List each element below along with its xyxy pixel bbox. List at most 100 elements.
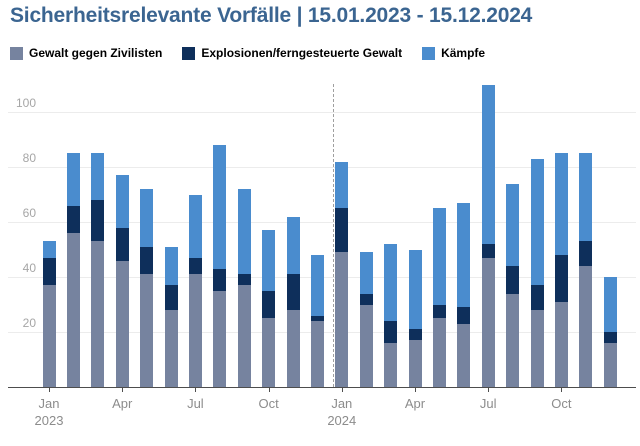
bar-segment-explosionen	[408, 329, 422, 341]
bar-segment-zivilisten	[140, 274, 154, 387]
bar-segment-explosionen	[91, 200, 105, 242]
bar-segment-explosionen	[481, 244, 495, 258]
bar-segment-explosionen	[554, 255, 568, 302]
bar-segment-explosionen	[359, 293, 373, 305]
bar-mar-2024	[384, 0, 398, 387]
x-axis-label-apr: Apr	[404, 396, 426, 411]
bar-segment-explosionen	[188, 257, 202, 275]
bar-jan-2024	[335, 0, 349, 387]
bar-segment-zivilisten	[286, 310, 300, 387]
x-axis-tick	[195, 388, 197, 392]
bar-segment-zivilisten	[603, 343, 617, 387]
bar-segment-kaempfe	[335, 161, 349, 209]
x-axis-tick	[122, 388, 124, 392]
bar-segment-kaempfe	[42, 241, 56, 258]
bar-sep-2024	[530, 0, 544, 387]
bar-segment-explosionen	[506, 266, 520, 294]
bar-segment-zivilisten	[457, 323, 471, 387]
bar-segment-kaempfe	[286, 216, 300, 275]
gridline-100	[8, 112, 636, 113]
bar-segment-zivilisten	[530, 310, 544, 387]
bar-jul-2023	[188, 0, 202, 387]
bar-jun-2023	[164, 0, 178, 387]
bar-segment-kaempfe	[237, 189, 251, 275]
bar-segment-explosionen	[286, 274, 300, 310]
x-axis-label-jul: Jul	[479, 396, 497, 411]
y-axis-label-40: 40	[22, 261, 36, 275]
x-axis-tick	[341, 388, 343, 392]
x-axis-label-jul: Jul	[187, 396, 204, 411]
bar-segment-zivilisten	[115, 260, 129, 387]
bar-nov-2024	[579, 0, 593, 387]
bar-segment-kaempfe	[432, 208, 446, 305]
legend-item-3: Kämpfe	[422, 46, 485, 60]
bar-segment-explosionen	[115, 227, 129, 261]
bar-segment-kaempfe	[91, 153, 105, 200]
legend-swatch-icon	[422, 46, 436, 60]
bar-segment-zivilisten	[237, 285, 251, 387]
bar-segment-explosionen	[432, 304, 446, 319]
x-axis-tick	[49, 388, 50, 392]
bar-segment-zivilisten	[506, 293, 520, 387]
bar-segment-kaempfe	[115, 175, 129, 228]
x-axis-year-label-2023: 2023	[34, 413, 64, 428]
bar-segment-kaempfe	[359, 252, 373, 294]
bar-aug-2024	[506, 0, 520, 387]
bar-jul-2024	[481, 0, 495, 387]
bar-segment-zivilisten	[554, 301, 568, 387]
bar-feb-2023	[66, 0, 80, 387]
bar-nov-2023	[286, 0, 300, 387]
x-axis-tick	[561, 388, 563, 392]
bar-oct-2023	[262, 0, 276, 387]
bar-segment-explosionen	[140, 246, 154, 275]
bar-mar-2023	[91, 0, 105, 387]
bar-segment-kaempfe	[213, 145, 227, 269]
bar-sep-2023	[237, 0, 251, 387]
bar-segment-explosionen	[237, 274, 251, 286]
y-axis-label-100: 100	[15, 96, 36, 110]
bar-feb-2024	[359, 0, 373, 387]
bar-may-2024	[432, 0, 446, 387]
y-axis-label-20: 20	[22, 316, 36, 330]
bar-segment-explosionen	[310, 315, 324, 321]
x-axis-label-oct: Oct	[258, 396, 279, 411]
bar-segment-zivilisten	[188, 274, 202, 387]
bar-segment-zivilisten	[432, 318, 446, 387]
bar-segment-zivilisten	[408, 340, 422, 387]
year-divider-line	[333, 84, 335, 387]
bar-segment-zivilisten	[481, 257, 495, 387]
x-axis-tick	[415, 388, 416, 392]
x-axis-label-jan-2023: Jan	[38, 396, 60, 411]
bar-segment-zivilisten	[91, 241, 105, 387]
bar-segment-kaempfe	[457, 202, 471, 308]
legend-label: Gewalt gegen Zivilisten	[29, 46, 163, 60]
x-axis-tick	[488, 388, 490, 392]
bar-segment-explosionen	[164, 285, 178, 310]
bar-segment-zivilisten	[262, 318, 276, 387]
legend-item-1: Gewalt gegen Zivilisten	[10, 46, 162, 60]
bar-segment-kaempfe	[188, 194, 202, 258]
bar-may-2023	[140, 0, 154, 387]
bar-segment-zivilisten	[310, 321, 324, 387]
bar-segment-kaempfe	[310, 255, 324, 316]
bar-segment-kaempfe	[579, 153, 593, 242]
bar-segment-kaempfe	[554, 153, 568, 255]
bar-segment-explosionen	[384, 321, 398, 343]
bar-segment-kaempfe	[164, 246, 178, 286]
gridline-80	[8, 167, 636, 168]
legend-label: Kämpfe	[441, 46, 486, 60]
x-axis-tick	[268, 388, 270, 392]
bar-segment-zivilisten	[213, 290, 227, 387]
bar-segment-explosionen	[579, 241, 593, 266]
bar-segment-zivilisten	[66, 233, 80, 387]
bar-segment-kaempfe	[506, 183, 520, 266]
x-axis-label-jan-2024: Jan	[331, 396, 353, 411]
bar-segment-zivilisten	[164, 310, 178, 387]
y-axis-label-80: 80	[22, 151, 36, 165]
bar-segment-zivilisten	[42, 285, 56, 387]
bar-segment-explosionen	[603, 332, 617, 343]
legend-swatch-icon	[182, 46, 196, 60]
bar-dec-2024	[603, 0, 617, 387]
bar-apr-2023	[115, 0, 129, 387]
